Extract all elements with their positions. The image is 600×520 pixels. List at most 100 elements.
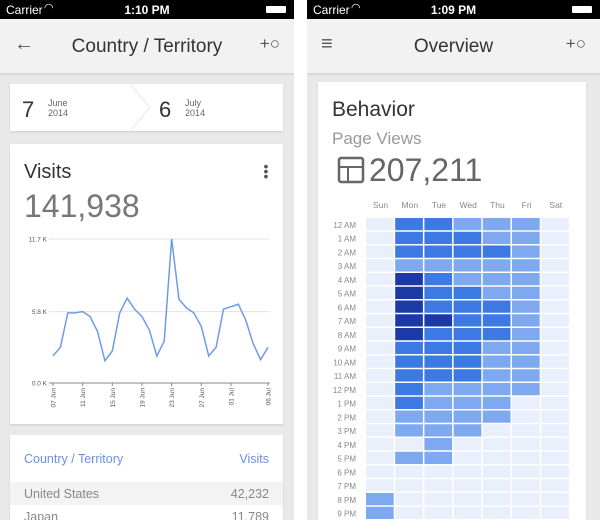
heatmap-cell — [482, 465, 511, 478]
heatmap-cell — [482, 245, 511, 258]
heatmap-cell — [366, 506, 394, 519]
heatmap-cell — [366, 493, 394, 506]
heatmap-cell — [366, 273, 394, 286]
day-label: Sun — [373, 200, 388, 210]
row-visits: 11,789 — [231, 510, 269, 520]
hour-label: 7 AM — [338, 317, 357, 326]
heatmap-cell — [366, 424, 394, 437]
heatmap-cell — [541, 493, 569, 506]
heatmap-cell — [366, 465, 394, 478]
heatmap-cell — [512, 300, 540, 313]
more-options-icon[interactable]: • • • — [263, 158, 269, 184]
heatmap-cell — [366, 245, 394, 258]
heatmap-cell — [366, 438, 394, 451]
heatmap-cell — [541, 286, 569, 299]
status-bar: Carrier ◠ 1:09 PM — [307, 0, 600, 19]
heatmap-cell — [424, 479, 453, 492]
column-header-visits[interactable]: Visits — [239, 452, 269, 466]
hour-label: 8 AM — [338, 331, 357, 340]
heatmap-cell — [395, 259, 423, 272]
day-label: Wed — [460, 200, 478, 210]
date-range-picker[interactable]: 7 June 2014 6 July 2014 — [10, 84, 283, 131]
heatmap-cell — [424, 383, 453, 396]
heatmap-cell — [424, 410, 453, 423]
heatmap-cell — [482, 438, 511, 451]
carrier-label: Carrier — [313, 3, 350, 17]
heatmap-cell — [482, 493, 511, 506]
heatmap-cell — [482, 410, 511, 423]
heatmap-cell — [541, 396, 569, 409]
heatmap-cell — [424, 438, 453, 451]
table-row[interactable]: Japan 11,789 — [10, 505, 283, 520]
status-time: 1:10 PM — [124, 3, 170, 17]
heatmap-cell — [541, 341, 569, 354]
heatmap-cell — [424, 341, 453, 354]
heatmap-cell — [453, 438, 482, 451]
heatmap-cell — [424, 328, 453, 341]
hour-label: 9 AM — [338, 345, 357, 354]
country-table: Country / Territory Visits United States… — [10, 435, 283, 520]
hamburger-icon[interactable]: ≡ — [321, 33, 333, 55]
segment-icon[interactable]: +○ — [565, 34, 586, 53]
heatmap-cell — [512, 465, 540, 478]
heatmap-cell — [424, 493, 453, 506]
heatmap-cell — [453, 410, 482, 423]
heatmap-cell — [395, 383, 423, 396]
heatmap-cell — [482, 300, 511, 313]
column-header-country[interactable]: Country / Territory — [24, 452, 124, 466]
hour-label: 9 PM — [337, 510, 356, 519]
heatmap-cell — [453, 369, 482, 382]
x-tick-label: 27 Jun — [199, 388, 206, 408]
heatmap-cell — [366, 355, 394, 368]
page-title: Country / Territory — [71, 36, 223, 57]
visits-total: 141,938 — [24, 188, 140, 224]
start-year: 2014 — [48, 108, 69, 118]
arrow-left-icon[interactable]: ← — [14, 33, 34, 55]
heatmap-cell — [366, 341, 394, 354]
heatmap-cell — [366, 300, 394, 313]
pageviews-heatmap: Sun Mon Tue Wed Thu Fri Sat 12 AM 1 AM 2 AM 3 AM 4 … — [333, 200, 569, 519]
heatmap-cell — [453, 286, 482, 299]
heatmap-cell — [453, 259, 482, 272]
heatmap-cell — [482, 286, 511, 299]
heatmap-cell — [395, 410, 423, 423]
heatmap-cell — [541, 231, 569, 244]
heatmap-cell — [482, 396, 511, 409]
heatmap-cell — [395, 424, 423, 437]
heatmap-cell — [395, 493, 423, 506]
row-country: United States — [24, 487, 100, 501]
hour-label: 8 PM — [337, 496, 356, 505]
heatmap-cell — [424, 396, 453, 409]
heatmap-cell — [512, 506, 540, 519]
heatmap-cell — [482, 218, 511, 231]
heatmap-cell — [541, 410, 569, 423]
x-tick-label: 19 Jun — [139, 388, 146, 408]
heatmap-cell — [366, 396, 394, 409]
heatmap-cell — [482, 341, 511, 354]
heatmap-cell — [424, 369, 453, 382]
heatmap-cell — [541, 273, 569, 286]
heatmap-cell — [453, 493, 482, 506]
heatmap-cell — [541, 479, 569, 492]
table-row[interactable]: United States 42,232 — [10, 482, 283, 505]
heatmap-cell — [512, 273, 540, 286]
heatmap-cell — [395, 451, 423, 464]
heatmap-cell — [453, 245, 482, 258]
heatmap-cell — [453, 218, 482, 231]
hour-label: 3 AM — [338, 262, 357, 271]
heatmap-cell — [541, 245, 569, 258]
segment-icon[interactable]: +○ — [259, 34, 280, 53]
heatmap-cell — [453, 465, 482, 478]
heatmap-cell — [424, 273, 453, 286]
hour-label: 1 PM — [337, 400, 356, 409]
battery-icon — [266, 6, 286, 13]
heatmap-cell — [482, 273, 511, 286]
day-label: Tue — [432, 200, 447, 210]
heatmap-cell — [395, 300, 423, 313]
y-tick-label: 5.8 K — [32, 309, 48, 316]
x-tick-label: 07 Jun — [51, 388, 58, 408]
day-label: Fri — [522, 200, 532, 210]
heatmap-cell — [395, 218, 423, 231]
status-bar: Carrier ◠ 1:10 PM — [0, 0, 294, 19]
heatmap-cell — [395, 506, 423, 519]
